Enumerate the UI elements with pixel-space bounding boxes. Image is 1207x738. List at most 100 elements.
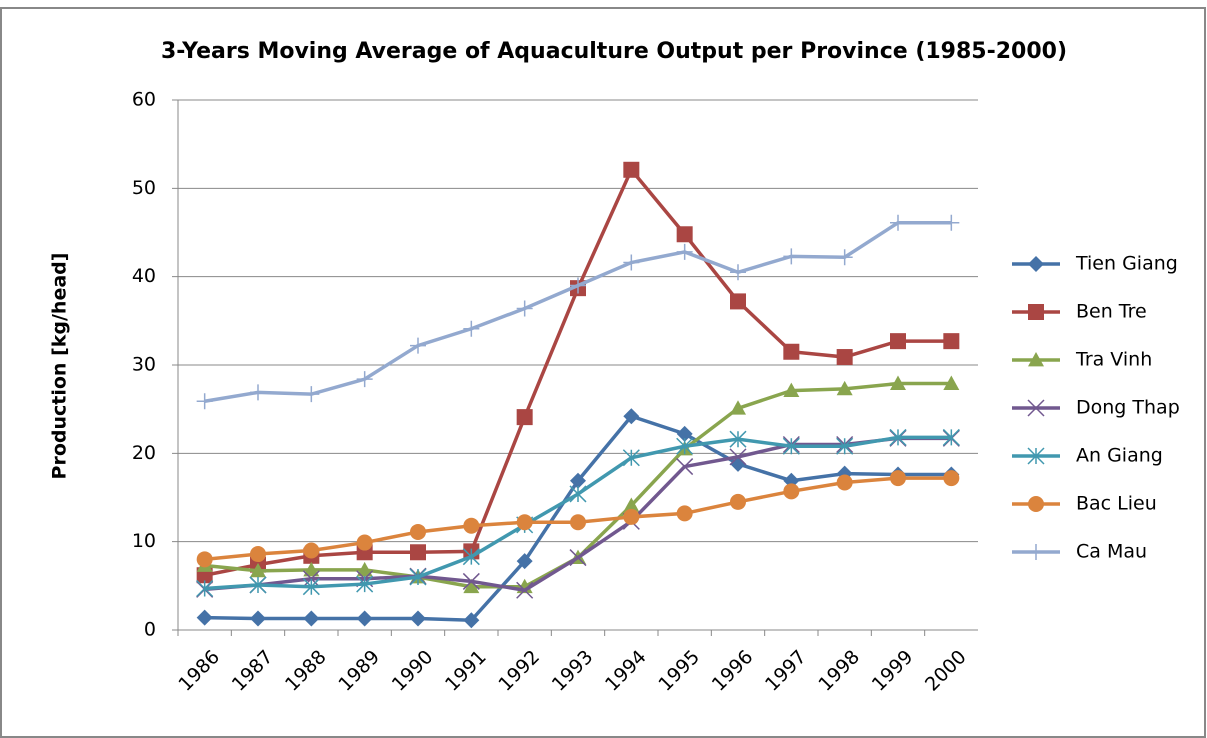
marker — [1028, 304, 1044, 320]
marker — [623, 254, 640, 271]
marker — [1028, 256, 1044, 272]
marker — [516, 514, 533, 531]
marker — [516, 581, 534, 599]
marker — [303, 610, 320, 627]
marker — [356, 610, 373, 627]
marker — [676, 437, 694, 455]
legend-label: Bac Lieu — [1076, 493, 1157, 515]
marker — [569, 549, 587, 567]
marker — [836, 474, 853, 491]
marker — [623, 408, 640, 425]
marker — [250, 610, 266, 627]
marker — [676, 243, 693, 260]
marker — [836, 437, 854, 455]
marker — [730, 493, 746, 510]
frame — [0, 7, 1206, 738]
marker — [1028, 496, 1044, 512]
series — [196, 214, 960, 410]
marker — [730, 293, 746, 310]
marker — [730, 400, 746, 415]
marker — [410, 523, 426, 540]
marker — [943, 333, 960, 350]
marker — [622, 449, 640, 467]
marker — [729, 430, 747, 448]
y-tick-label: 30 — [132, 354, 156, 376]
marker — [623, 161, 640, 178]
marker — [516, 300, 533, 317]
y-tick-label: 10 — [132, 530, 156, 552]
marker — [890, 375, 906, 390]
marker — [463, 612, 480, 629]
legend-label: Ben Tre — [1076, 301, 1147, 323]
marker — [356, 371, 373, 388]
marker — [463, 517, 480, 534]
marker — [303, 386, 320, 403]
marker — [410, 544, 426, 561]
marker — [516, 553, 533, 570]
marker — [303, 542, 320, 559]
marker — [196, 393, 213, 410]
marker — [890, 470, 906, 487]
legend-label: Tra Vinh — [1075, 349, 1152, 371]
marker — [676, 458, 694, 476]
marker — [836, 380, 853, 396]
marker — [250, 562, 266, 578]
marker — [356, 575, 374, 593]
marker — [889, 428, 907, 446]
series — [196, 470, 960, 568]
marker — [783, 483, 800, 500]
marker — [676, 226, 693, 243]
marker — [1027, 399, 1045, 417]
marker — [943, 470, 960, 487]
marker — [729, 448, 747, 466]
marker — [623, 497, 640, 512]
marker — [783, 248, 800, 265]
y-tick-label: 40 — [132, 265, 156, 287]
legend-label: Dong Thap — [1076, 397, 1180, 419]
marker — [890, 333, 906, 350]
marker — [836, 249, 853, 266]
y-tick-label: 60 — [132, 89, 156, 111]
marker — [516, 409, 533, 426]
marker — [196, 609, 213, 626]
series — [196, 428, 960, 598]
marker — [570, 472, 586, 489]
marker — [410, 337, 426, 354]
marker — [783, 343, 800, 360]
marker — [462, 548, 480, 566]
marker — [676, 505, 693, 522]
marker — [356, 561, 373, 577]
marker — [250, 546, 266, 563]
marker — [409, 568, 427, 586]
y-axis-label: Production [kg/head] — [49, 253, 71, 480]
y-tick-label: 20 — [132, 442, 156, 464]
marker — [890, 214, 906, 231]
marker — [943, 214, 960, 231]
marker — [1028, 544, 1044, 560]
marker — [623, 508, 640, 525]
y-tick-label: 50 — [132, 177, 156, 199]
legend-label: An Giang — [1076, 445, 1163, 467]
marker — [249, 576, 267, 594]
marker — [730, 264, 746, 281]
legend-label: Tien Giang — [1075, 253, 1178, 275]
marker — [196, 579, 214, 598]
marker — [1028, 352, 1044, 367]
marker — [836, 349, 853, 366]
marker — [569, 485, 587, 503]
marker — [1027, 447, 1045, 465]
marker — [676, 425, 693, 442]
marker — [570, 277, 586, 294]
marker — [782, 437, 800, 455]
marker — [942, 428, 960, 446]
marker — [302, 578, 320, 596]
marker — [783, 382, 800, 398]
chart-title: 3-Years Moving Average of Aquaculture Ou… — [161, 39, 1067, 64]
marker — [196, 551, 213, 568]
marker — [463, 320, 480, 337]
y-tick-label: 0 — [144, 619, 156, 641]
marker — [463, 578, 480, 594]
legend-label: Ca Mau — [1076, 541, 1147, 563]
marker — [303, 561, 320, 577]
